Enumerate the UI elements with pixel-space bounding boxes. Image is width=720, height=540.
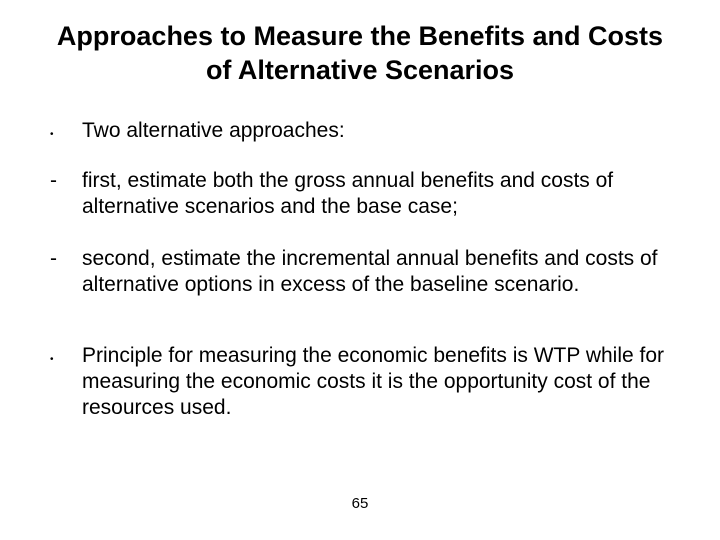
list-item: - first, estimate both the gross annual … bbox=[50, 168, 670, 221]
slide: Approaches to Measure the Benefits and C… bbox=[0, 0, 720, 540]
list-item: • Two alternative approaches: bbox=[50, 118, 670, 148]
list-item: - second, estimate the incremental annua… bbox=[50, 246, 670, 299]
list-item: • Principle for measuring the economic b… bbox=[50, 343, 670, 422]
bullet-icon: • bbox=[50, 343, 82, 373]
list-item-text: second, estimate the incremental annual … bbox=[82, 246, 670, 299]
dash-icon: - bbox=[50, 246, 82, 272]
list-item-text: Two alternative approaches: bbox=[82, 118, 670, 144]
bullet-icon: • bbox=[50, 118, 82, 148]
list-item-text: Principle for measuring the economic ben… bbox=[82, 343, 670, 422]
list-item-text: first, estimate both the gross annual be… bbox=[82, 168, 670, 221]
page-number: 65 bbox=[0, 495, 720, 512]
slide-title: Approaches to Measure the Benefits and C… bbox=[50, 20, 670, 88]
dash-icon: - bbox=[50, 168, 82, 194]
